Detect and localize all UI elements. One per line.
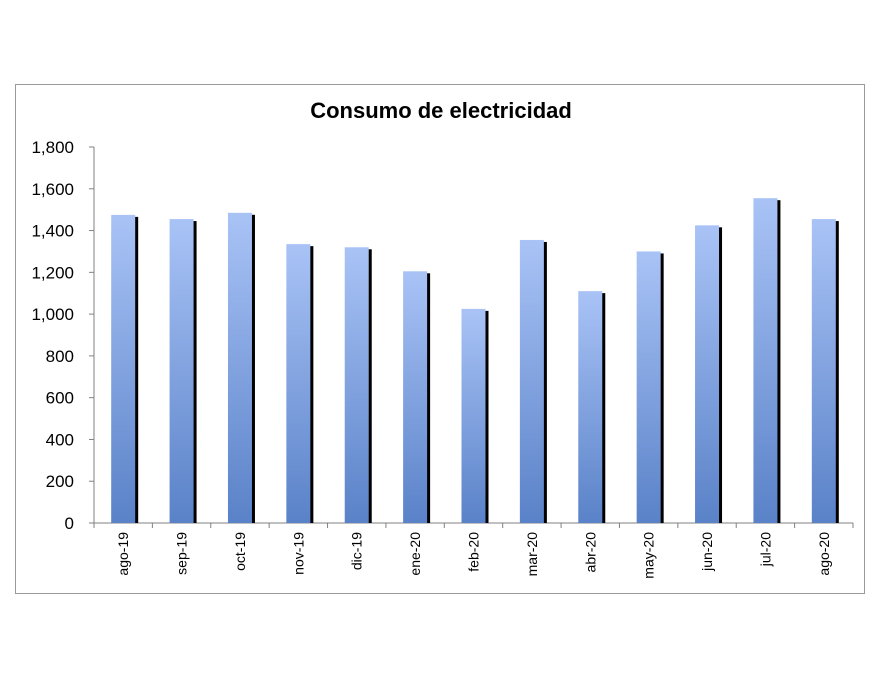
bar — [578, 291, 603, 523]
bar-chart: Consumo de electricidad 0 200 400 600 800 1,0… — [31, 98, 854, 579]
x-tick-label: sep-19 — [174, 532, 190, 575]
x-axis: ago-19 sep-19 oct-19 nov-19 dic-19 ene-20 feb-… — [93, 522, 854, 579]
x-tick-label: ago-20 — [816, 532, 832, 576]
bar — [461, 308, 486, 523]
x-tick-label: oct-19 — [232, 532, 248, 571]
y-tick-label: 800 — [46, 347, 74, 366]
y-tick-label: 400 — [46, 430, 74, 449]
x-tick-label: mar-20 — [524, 532, 540, 577]
y-tick-label: 1,400 — [31, 222, 74, 241]
x-tick-label: feb-20 — [466, 532, 482, 572]
bar — [111, 214, 136, 523]
y-tick-label: 600 — [46, 389, 74, 408]
bar — [519, 239, 544, 523]
bar — [636, 251, 661, 523]
bar — [753, 198, 778, 523]
y-tick-label: 1,200 — [31, 263, 74, 282]
chart-title: Consumo de electricidad — [310, 98, 572, 123]
x-tick-label: jul-20 — [757, 532, 773, 567]
bar — [811, 219, 836, 524]
y-tick-label: 200 — [46, 472, 74, 491]
x-tick-label: abr-20 — [582, 532, 598, 573]
bar — [695, 225, 720, 524]
x-tick-label: nov-19 — [290, 532, 306, 575]
bar — [286, 244, 311, 523]
chart-frame: Consumo de electricidad 0 200 400 600 800 1,0… — [15, 84, 865, 594]
x-tick-label: ene-20 — [407, 532, 423, 576]
y-axis: 0 200 400 600 800 1,000 1,200 1,400 1,600 1,800 — [31, 138, 95, 533]
y-tick-label: 0 — [65, 514, 74, 533]
bar — [169, 219, 194, 524]
y-tick-label: 1,000 — [31, 305, 74, 324]
bar — [344, 247, 369, 523]
y-tick-label: 1,800 — [31, 138, 74, 157]
x-tick-label: may-20 — [641, 532, 657, 579]
bars — [111, 198, 839, 524]
y-tick-label: 1,600 — [31, 180, 74, 199]
bar — [403, 271, 428, 523]
bar — [227, 212, 252, 524]
x-tick-label: jun-20 — [699, 532, 715, 572]
x-tick-label: ago-19 — [115, 532, 131, 576]
x-tick-label: dic-19 — [349, 532, 365, 570]
